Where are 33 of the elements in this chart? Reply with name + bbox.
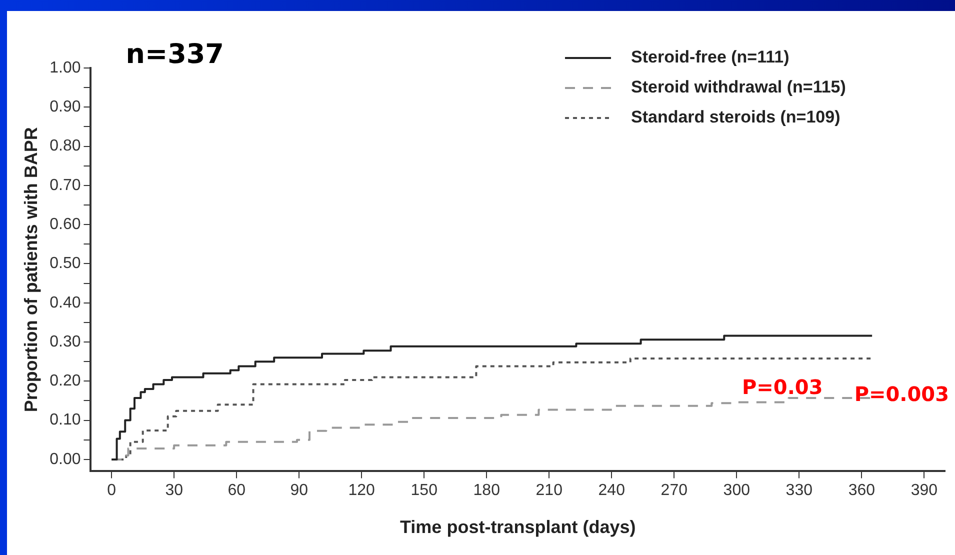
legend-label: Standard steroids (n=109) [631, 108, 840, 127]
x-tick-label: 270 [660, 482, 688, 500]
x-tick-label: 330 [786, 482, 813, 500]
x-tick-label: 390 [910, 482, 938, 500]
legend-label: Steroid-free (n=111) [631, 48, 790, 67]
x-tick-label: 210 [536, 482, 563, 500]
x-tick-label: 90 [290, 482, 308, 500]
y-tick-label: 0.70 [50, 176, 81, 194]
x-tick-label: 60 [228, 482, 246, 500]
y-tick-label: 0.80 [50, 138, 81, 155]
x-tick-label: 150 [410, 482, 438, 500]
y-tick-label: 0.60 [50, 216, 81, 233]
legend-label: Steroid withdrawal (n=115) [631, 78, 846, 97]
y-tick-label: 0.90 [50, 98, 81, 116]
x-tick-label: 30 [165, 482, 184, 500]
x-tick-label: 240 [598, 482, 626, 500]
annotation: n=337 [126, 39, 224, 70]
y-tick-label: 0.10 [50, 412, 81, 429]
annotation: P=0.03 [742, 375, 823, 399]
y-tick-label: 0.30 [50, 333, 81, 350]
y-tick-label: 0.50 [50, 255, 81, 272]
x-tick-label: 0 [107, 482, 116, 500]
annotation: P=0.003 [854, 382, 949, 406]
x-tick-label: 360 [848, 482, 876, 500]
y-tick-label: 0.20 [50, 372, 81, 390]
y-tick-label: 0.00 [50, 450, 81, 468]
y-axis-title: Proportion of patients with BAPR [20, 127, 41, 412]
x-tick-label: 120 [348, 482, 376, 500]
x-tick-label: 180 [473, 482, 500, 500]
y-tick-label: 1.00 [50, 59, 81, 76]
x-tick-label: 300 [723, 482, 750, 500]
y-tick-label: 0.40 [50, 294, 81, 312]
x-axis-title: Time post-transplant (days) [400, 517, 636, 538]
